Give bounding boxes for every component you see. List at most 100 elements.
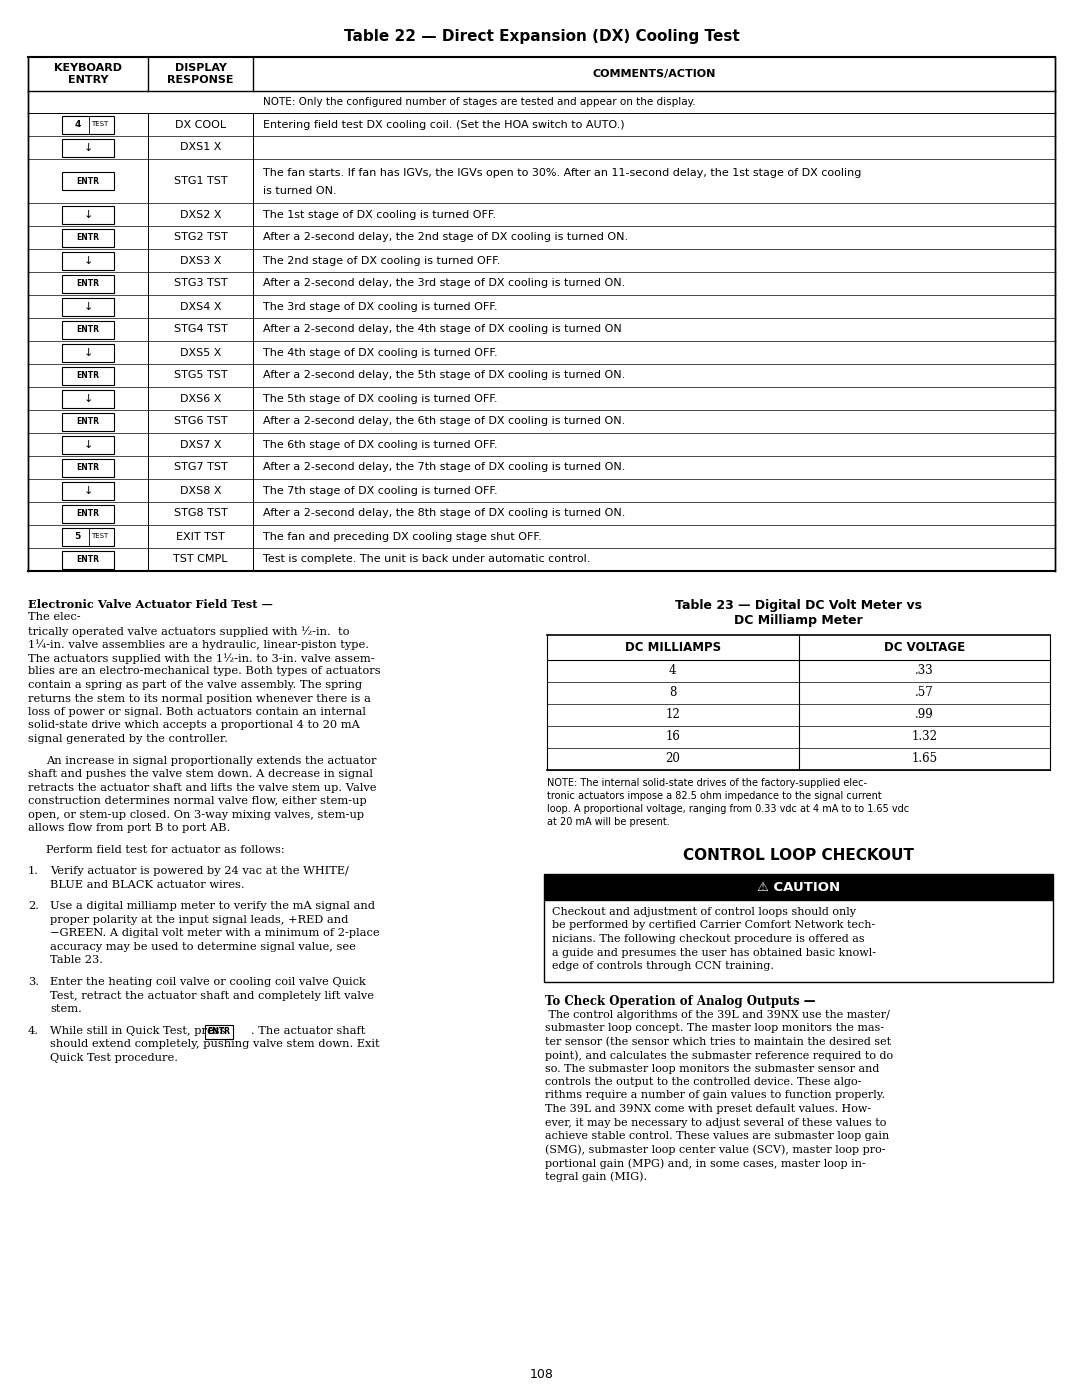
Text: be performed by certified Carrier Comfort Network tech-: be performed by certified Carrier Comfor… <box>552 921 875 930</box>
Text: STG3 TST: STG3 TST <box>174 278 227 289</box>
Text: The 1st stage of DX cooling is turned OFF.: The 1st stage of DX cooling is turned OF… <box>264 210 496 219</box>
Text: controls the output to the controlled device. These algo-: controls the output to the controlled de… <box>545 1077 862 1087</box>
Text: CONTROL LOOP CHECKOUT: CONTROL LOOP CHECKOUT <box>683 848 914 863</box>
Text: ↓: ↓ <box>83 210 93 219</box>
Text: DXS3 X: DXS3 X <box>179 256 221 265</box>
Text: After a 2-second delay, the 6th stage of DX cooling is turned ON.: After a 2-second delay, the 6th stage of… <box>264 416 625 426</box>
Bar <box>544 875 1053 900</box>
Bar <box>62 482 114 500</box>
Text: DC MILLIAMPS: DC MILLIAMPS <box>624 641 720 654</box>
Text: point), and calculates the submaster reference required to do: point), and calculates the submaster ref… <box>545 1051 893 1060</box>
Text: ENTR: ENTR <box>77 509 99 518</box>
Text: NOTE: The internal solid-state drives of the factory-supplied elec-: NOTE: The internal solid-state drives of… <box>546 778 867 788</box>
Text: returns the stem to its normal position whenever there is a: returns the stem to its normal position … <box>28 693 370 704</box>
Text: While still in Quick Test, press       . The actuator shaft: While still in Quick Test, press . The a… <box>50 1025 365 1035</box>
Text: shaft and pushes the valve stem down. A decrease in signal: shaft and pushes the valve stem down. A … <box>28 770 373 780</box>
Text: construction determines normal valve flow, either stem-up: construction determines normal valve flo… <box>28 796 367 806</box>
Text: After a 2-second delay, the 7th stage of DX cooling is turned ON.: After a 2-second delay, the 7th stage of… <box>264 462 625 472</box>
Text: ↓: ↓ <box>83 486 93 496</box>
Text: signal generated by the controller.: signal generated by the controller. <box>28 733 228 745</box>
Bar <box>62 205 114 224</box>
Text: DXS1 X: DXS1 X <box>179 142 221 152</box>
Text: An increase in signal proportionally extends the actuator: An increase in signal proportionally ext… <box>46 756 377 766</box>
Text: tegral gain (MIG).: tegral gain (MIG). <box>545 1172 647 1182</box>
Text: 4: 4 <box>669 665 676 678</box>
Text: .57: .57 <box>915 686 933 700</box>
Text: 4: 4 <box>75 120 81 129</box>
Text: tronic actuators impose a 82.5 ohm impedance to the signal current: tronic actuators impose a 82.5 ohm imped… <box>546 791 881 800</box>
Text: BLUE and BLACK actuator wires.: BLUE and BLACK actuator wires. <box>50 880 245 890</box>
Bar <box>62 412 114 430</box>
Text: After a 2-second delay, the 5th stage of DX cooling is turned ON.: After a 2-second delay, the 5th stage of… <box>264 370 625 380</box>
Text: DXS6 X: DXS6 X <box>179 394 221 404</box>
Text: rithms require a number of gain values to function properly.: rithms require a number of gain values t… <box>545 1091 885 1101</box>
Text: The fan starts. If fan has IGVs, the IGVs open to 30%. After an 11-second delay,: The fan starts. If fan has IGVs, the IGV… <box>264 168 862 177</box>
Text: Electronic Valve Actuator Field Test —: Electronic Valve Actuator Field Test — <box>28 599 276 610</box>
Text: EXIT TST: EXIT TST <box>176 531 225 542</box>
Text: ENTR: ENTR <box>77 279 99 288</box>
Text: To Check Operation of Analog Outputs —: To Check Operation of Analog Outputs — <box>545 996 815 1009</box>
Text: retracts the actuator shaft and lifts the valve stem up. Valve: retracts the actuator shaft and lifts th… <box>28 782 377 792</box>
Bar <box>205 1024 233 1038</box>
Text: ↓: ↓ <box>83 142 93 152</box>
Text: After a 2-second delay, the 4th stage of DX cooling is turned ON: After a 2-second delay, the 4th stage of… <box>264 324 622 334</box>
Text: submaster loop concept. The master loop monitors the mas-: submaster loop concept. The master loop … <box>545 1023 885 1032</box>
Text: DXS7 X: DXS7 X <box>179 440 221 450</box>
Text: ↓: ↓ <box>83 440 93 450</box>
Text: Enter the heating coil valve or cooling coil valve Quick: Enter the heating coil valve or cooling … <box>50 977 366 988</box>
Text: The actuators supplied with the 1½-in. to 3-in. valve assem-: The actuators supplied with the 1½-in. t… <box>28 652 375 664</box>
Text: The fan and preceding DX cooling stage shut OFF.: The fan and preceding DX cooling stage s… <box>264 531 542 542</box>
Text: TEST: TEST <box>92 534 109 539</box>
Text: The 4th stage of DX cooling is turned OFF.: The 4th stage of DX cooling is turned OF… <box>264 348 498 358</box>
Text: 1.32: 1.32 <box>912 731 937 743</box>
Text: ↓: ↓ <box>83 256 93 265</box>
Text: DXS4 X: DXS4 X <box>179 302 221 312</box>
Text: The elec-: The elec- <box>28 612 81 623</box>
Text: Test, retract the actuator shaft and completely lift valve: Test, retract the actuator shaft and com… <box>50 990 374 1000</box>
Text: should extend completely, pushing valve stem down. Exit: should extend completely, pushing valve … <box>50 1039 380 1049</box>
Text: ENTR: ENTR <box>77 176 99 186</box>
Bar <box>62 366 114 384</box>
Text: 1.: 1. <box>28 866 39 876</box>
Text: 20: 20 <box>665 753 680 766</box>
Text: accuracy may be used to determine signal value, see: accuracy may be used to determine signal… <box>50 942 356 951</box>
Text: ever, it may be necessary to adjust several of these values to: ever, it may be necessary to adjust seve… <box>545 1118 887 1127</box>
Bar <box>62 528 114 545</box>
Text: loop. A proportional voltage, ranging from 0.33 vdc at 4 mA to to 1.65 vdc: loop. A proportional voltage, ranging fr… <box>546 805 909 814</box>
Text: trically operated valve actuators supplied with ½-in.  to: trically operated valve actuators suppli… <box>28 626 350 637</box>
Bar <box>62 172 114 190</box>
Text: The 6th stage of DX cooling is turned OFF.: The 6th stage of DX cooling is turned OF… <box>264 440 498 450</box>
Text: ter sensor (the sensor which tries to maintain the desired set: ter sensor (the sensor which tries to ma… <box>545 1037 891 1046</box>
Text: edge of controls through CCN training.: edge of controls through CCN training. <box>552 961 774 971</box>
Text: blies are an electro-mechanical type. Both types of actuators: blies are an electro-mechanical type. Bo… <box>28 666 380 676</box>
Bar <box>62 251 114 270</box>
Text: at 20 mA will be present.: at 20 mA will be present. <box>546 817 670 827</box>
Text: 2.: 2. <box>28 901 39 911</box>
Text: ENTR: ENTR <box>77 462 99 472</box>
Text: 3.: 3. <box>28 977 39 988</box>
Bar <box>62 298 114 316</box>
Text: ENTR: ENTR <box>77 372 99 380</box>
Text: 1¼-in. valve assemblies are a hydraulic, linear-piston type.: 1¼-in. valve assemblies are a hydraulic,… <box>28 640 369 650</box>
Text: STG4 TST: STG4 TST <box>174 324 228 334</box>
Text: (SMG), submaster loop center value (SCV), master loop pro-: (SMG), submaster loop center value (SCV)… <box>545 1144 886 1155</box>
Text: ↓: ↓ <box>83 348 93 358</box>
Bar <box>62 344 114 362</box>
Text: Test is complete. The unit is back under automatic control.: Test is complete. The unit is back under… <box>264 555 591 564</box>
Text: Table 23 — Digital DC Volt Meter vs
DC Milliamp Meter: Table 23 — Digital DC Volt Meter vs DC M… <box>675 599 922 627</box>
Text: ENTR: ENTR <box>207 1027 230 1037</box>
Text: contain a spring as part of the valve assembly. The spring: contain a spring as part of the valve as… <box>28 680 362 690</box>
Bar <box>62 320 114 338</box>
Text: The 7th stage of DX cooling is turned OFF.: The 7th stage of DX cooling is turned OF… <box>264 486 498 496</box>
Bar <box>62 504 114 522</box>
Text: DXS2 X: DXS2 X <box>179 210 221 219</box>
Text: .33: .33 <box>915 665 933 678</box>
Text: STG7 TST: STG7 TST <box>174 462 228 472</box>
Bar <box>62 458 114 476</box>
Text: proper polarity at the input signal leads, +RED and: proper polarity at the input signal lead… <box>50 915 349 925</box>
Text: allows flow from port B to port AB.: allows flow from port B to port AB. <box>28 823 230 833</box>
Text: The 39L and 39NX come with preset default values. How-: The 39L and 39NX come with preset defaul… <box>545 1104 872 1113</box>
Text: DXS5 X: DXS5 X <box>179 348 221 358</box>
Text: nicians. The following checkout procedure is offered as: nicians. The following checkout procedur… <box>552 935 865 944</box>
Text: ENTR: ENTR <box>77 416 99 426</box>
